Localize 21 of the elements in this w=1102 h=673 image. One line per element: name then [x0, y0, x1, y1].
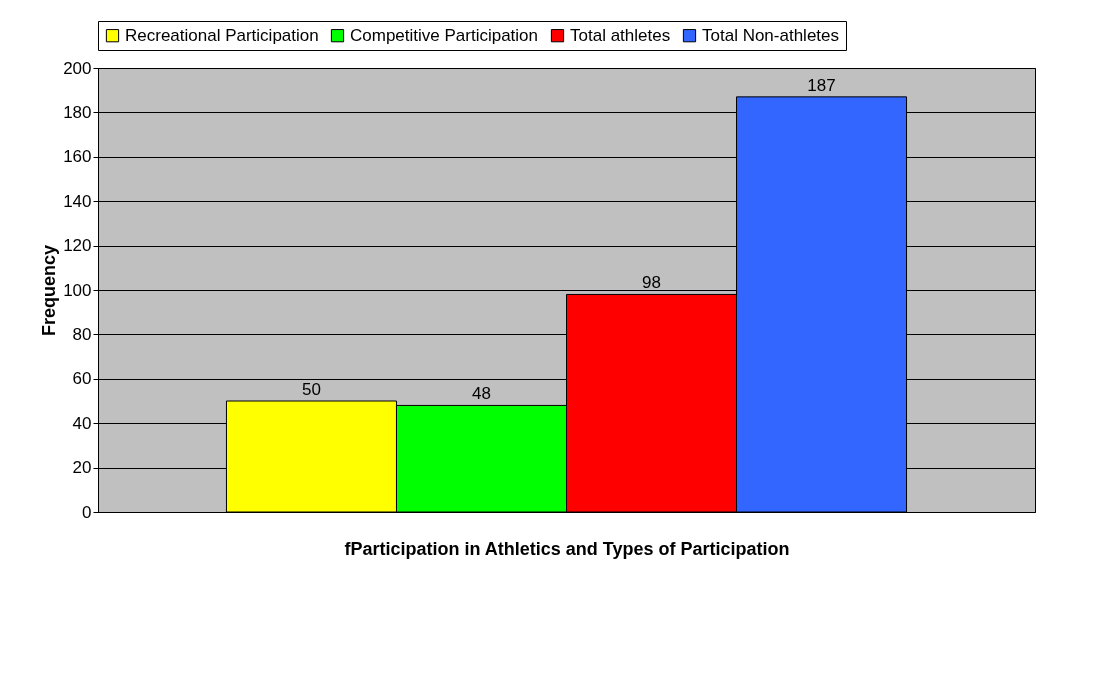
legend-label: Total Non-athletes — [702, 25, 840, 45]
data-label: 50 — [302, 380, 321, 399]
x-axis-title: fParticipation in Athletics and Types of Participation — [344, 538, 790, 559]
y-tick-label: 0 — [82, 502, 92, 522]
y-tick-label: 140 — [63, 191, 92, 211]
legend-label: Total athletes — [570, 25, 671, 45]
y-axis-title: Frequency — [39, 244, 60, 337]
legend-label: Recreational Participation — [125, 25, 319, 45]
y-tick-label: 100 — [63, 280, 92, 300]
data-label: 187 — [807, 75, 836, 95]
y-tick-label: 60 — [72, 369, 92, 389]
y-tick-label: 40 — [72, 413, 92, 433]
y-tick-label: 120 — [63, 236, 92, 256]
y-tick-label: 200 — [63, 58, 92, 78]
data-label: 48 — [472, 384, 491, 404]
legend-label: Competitive Participation — [350, 25, 539, 45]
data-label: 98 — [642, 273, 661, 293]
y-tick-label: 180 — [63, 102, 92, 122]
y-tick-label: 20 — [72, 458, 92, 478]
y-tick-label: 80 — [72, 324, 92, 344]
y-tick-label: 160 — [63, 147, 92, 167]
